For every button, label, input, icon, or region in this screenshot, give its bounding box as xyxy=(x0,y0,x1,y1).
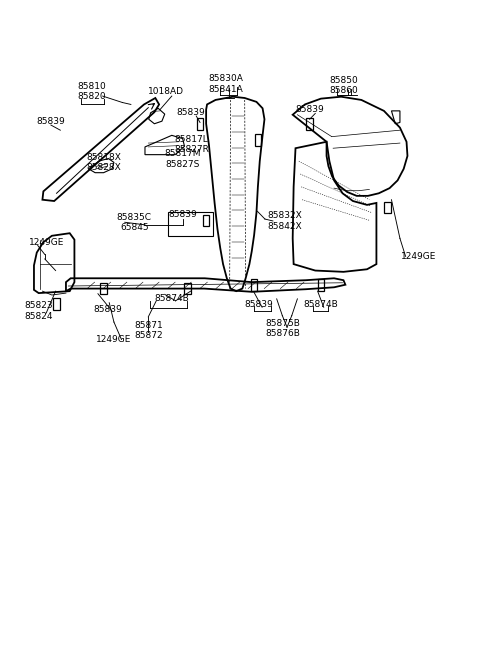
Text: 85823
85824: 85823 85824 xyxy=(24,302,53,321)
Bar xyxy=(203,215,209,226)
Bar xyxy=(53,298,60,310)
Bar xyxy=(318,279,324,290)
Text: 85850
85860: 85850 85860 xyxy=(329,76,358,95)
Text: 85839: 85839 xyxy=(244,300,273,309)
Text: 85817M
85827S: 85817M 85827S xyxy=(165,149,201,169)
Bar xyxy=(251,279,257,290)
Text: 85817L
85827R: 85817L 85827R xyxy=(174,135,209,154)
Bar xyxy=(197,118,204,129)
Text: 85874B: 85874B xyxy=(155,294,189,304)
Bar xyxy=(306,118,313,129)
Text: 85832X
85842X: 85832X 85842X xyxy=(267,212,302,231)
Text: 85839: 85839 xyxy=(36,117,65,125)
Text: 85835C
65845: 85835C 65845 xyxy=(117,213,152,232)
Text: 85839: 85839 xyxy=(93,306,122,314)
Text: 85810
85820: 85810 85820 xyxy=(77,82,106,101)
Text: 1018AD: 1018AD xyxy=(148,87,184,96)
Text: 85839: 85839 xyxy=(295,105,324,114)
Text: 85871
85872: 85871 85872 xyxy=(134,321,163,340)
Bar xyxy=(168,212,213,237)
Text: 85830A
85841A: 85830A 85841A xyxy=(208,74,243,93)
Bar xyxy=(384,202,391,214)
Bar xyxy=(100,283,107,294)
Text: 1249GE: 1249GE xyxy=(401,252,436,261)
Text: 85875B
85876B: 85875B 85876B xyxy=(265,319,300,338)
Text: 85818X
85828X: 85818X 85828X xyxy=(86,152,121,172)
Text: 85839: 85839 xyxy=(168,210,197,219)
Text: 1249GE: 1249GE xyxy=(29,238,65,247)
Text: 85874B: 85874B xyxy=(303,300,338,309)
Text: 85839: 85839 xyxy=(176,108,205,117)
Bar xyxy=(184,283,191,294)
Bar xyxy=(254,134,261,146)
Text: 1249GE: 1249GE xyxy=(96,335,132,344)
